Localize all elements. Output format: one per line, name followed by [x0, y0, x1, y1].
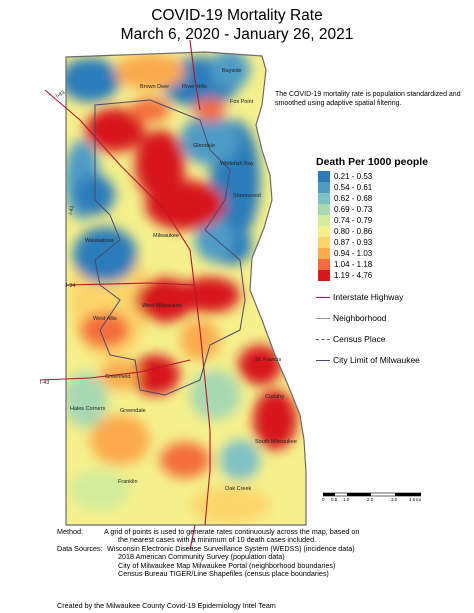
place-label: West Allis [93, 316, 117, 322]
source-item: Census Bureau TIGER/Line Shapefiles (cen… [118, 569, 329, 578]
legend-line-symbol [316, 296, 330, 298]
highway-label-i94: I-94 [66, 283, 75, 289]
rate-surface [66, 52, 306, 525]
legend-class: 1.04 - 1.18 [318, 259, 372, 270]
place-label: Cudahy [265, 394, 284, 400]
legend-class: 0.62 - 0.68 [318, 193, 372, 204]
legend-swatch [318, 237, 330, 248]
legend-class: 0.80 - 0.86 [318, 226, 372, 237]
legend-class: 0.69 - 0.73 [318, 204, 372, 215]
source-item: Wisconsin Electronic Disease Surveillanc… [107, 544, 355, 553]
legend-swatch [318, 171, 330, 182]
place-label: River Hills [182, 84, 207, 90]
map-title: COVID-19 Mortality Rate [151, 7, 323, 24]
place-label: Franklin [118, 479, 138, 485]
legend-swatch [318, 226, 330, 237]
place-label: Glendale [193, 143, 215, 149]
map-date-range: March 6, 2020 - January 26, 2021 [120, 26, 354, 43]
scale-tick: 2.0 [367, 497, 374, 502]
scale-ticks: 0 0.5 1.0 2.0 3.0 4.0 mi [322, 497, 421, 505]
method-label: Method: [57, 527, 83, 536]
legend-line-symbol [316, 338, 330, 340]
legend-class: 0.54 - 0.61 [318, 182, 372, 193]
legend-line-symbol [316, 317, 330, 319]
scale-bar: 0 0.5 1.0 2.0 3.0 4.0 mi [322, 492, 421, 505]
legend-census-place: Census Place [316, 334, 385, 344]
method-note: The COVID-19 mortality rate is populatio… [275, 91, 461, 107]
legend-line-label: Interstate Highway [333, 292, 404, 302]
scale-tick: 0.5 [331, 497, 338, 502]
county-boundary [65, 51, 307, 526]
legend-class: 0.94 - 1.03 [318, 248, 372, 259]
place-label: Milwaukee [153, 233, 179, 239]
legend-swatch [318, 215, 330, 226]
interstate-lines [39, 39, 211, 551]
legend-class: 1.19 - 4.76 [318, 270, 372, 281]
place-label: South Milwaukee [255, 439, 297, 445]
legend-class: 0.21 - 0.53 [318, 171, 372, 182]
legend-class: 0.87 - 0.93 [318, 237, 372, 248]
legend-swatch [318, 259, 330, 270]
scale-tick: 4.0 [409, 497, 416, 502]
legend-line-symbol [316, 359, 330, 361]
place-label: Greendale [120, 408, 146, 414]
legend-city-limit: City Limit of Milwaukee [316, 355, 420, 365]
legend-swatch [318, 248, 330, 259]
method-text: the nearest cases with a minimum of 10 d… [118, 535, 317, 544]
legend-class-label: 0.80 - 0.86 [334, 227, 373, 236]
place-label: Greenfield [105, 374, 130, 380]
scale-tick: 3.0 [391, 497, 398, 502]
place-label: Brown Deer [140, 84, 169, 90]
place-label: West Milwaukee [142, 303, 182, 309]
legend-interstate: Interstate Highway [316, 292, 403, 302]
legend-swatch [318, 193, 330, 204]
legend-class-label: 0.74 - 0.79 [334, 216, 373, 225]
place-label: Whitefish Bay [220, 161, 254, 167]
highway-labels: I-43 I-41 I-94 I-43 [40, 90, 76, 386]
legend-class: 0.74 - 0.79 [318, 215, 372, 226]
legend-class-label: 1.19 - 4.76 [334, 271, 373, 280]
highway-label-i41: I-41 [68, 205, 76, 215]
legend-class-label: 1.04 - 1.18 [334, 260, 373, 269]
legend-class-label: 0.54 - 0.61 [334, 183, 373, 192]
legend-swatch [318, 270, 330, 281]
legend-neighborhood: Neighborhood [316, 313, 386, 323]
scale-bar-graphic [323, 492, 421, 497]
legend-class-label: 0.69 - 0.73 [334, 205, 373, 214]
place-labels: Bayside Brown Deer River Hills Fox Point… [70, 68, 297, 492]
source-item: 2018 American Community Survey (populati… [118, 552, 285, 561]
place-label: Bayside [222, 68, 242, 74]
place-label: Hales Corners [70, 406, 105, 412]
scale-tick: 1.0 [343, 497, 350, 502]
legend-class-label: 0.87 - 0.93 [334, 238, 373, 247]
legend-class-label: 0.94 - 1.03 [334, 249, 373, 258]
credit-line: Created by the Milwaukee County Covid-19… [57, 601, 276, 610]
highway-label-i43-north: I-43 [55, 90, 66, 100]
legend-swatch [318, 204, 330, 215]
highway-label-i43-south: I-43 [40, 380, 49, 386]
place-label: St. Francis [255, 357, 282, 363]
legend-line-label: Neighborhood [333, 313, 387, 323]
scale-unit: mi [416, 497, 421, 502]
legend-swatch [318, 182, 330, 193]
legend-class-label: 0.21 - 0.53 [334, 172, 373, 181]
place-label: Wauwatosa [85, 238, 114, 244]
place-label: Fox Point [230, 99, 254, 105]
place-label: Oak Creek [225, 486, 252, 492]
city-limit-lines [94, 99, 246, 396]
legend-line-label: Census Place [333, 334, 386, 344]
scale-tick: 0 [322, 497, 325, 502]
legend-title: Death Per 1000 people [316, 156, 429, 168]
method-text: A grid of points is used to generate rat… [104, 527, 360, 536]
sources-label: Data Sources: [57, 544, 103, 553]
legend-line-label: City Limit of Milwaukee [333, 355, 420, 365]
source-item: City of Milwaukee Map Milwaukee Portal (… [118, 561, 336, 570]
place-label: Shorewood [233, 193, 261, 199]
legend-class-label: 0.62 - 0.68 [334, 194, 373, 203]
